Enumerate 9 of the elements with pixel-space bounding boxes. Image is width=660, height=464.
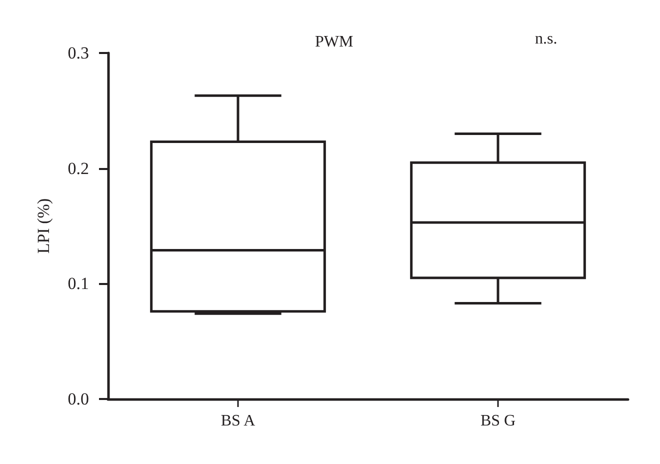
y-tick-label: 0.1 — [68, 274, 89, 294]
text: n.s. — [535, 30, 558, 48]
x-tick-label: BS G — [480, 412, 516, 430]
x-tick-label: BS A — [220, 412, 256, 430]
chart-title: PWM — [315, 34, 354, 50]
y-axis-title: LPI (%) — [34, 198, 53, 254]
y-tick-label: 0.0 — [68, 390, 89, 408]
y-tick-label: 0.2 — [68, 158, 89, 178]
y-tick-label: 0.3 — [68, 44, 89, 62]
